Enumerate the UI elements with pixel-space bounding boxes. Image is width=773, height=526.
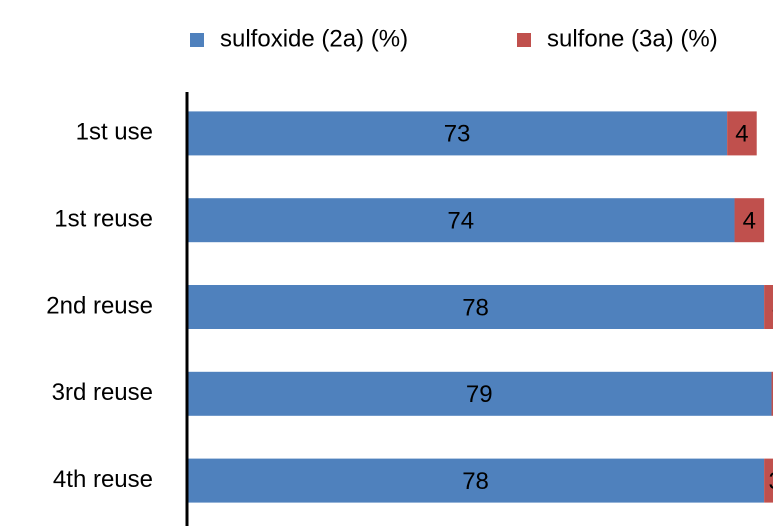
y-tick-label: 3rd reuse (52, 379, 153, 406)
y-tick-label: 1st reuse (54, 206, 153, 233)
legend-label: sulfone (3a) (%) (547, 25, 718, 52)
bar (187, 198, 735, 243)
bar (727, 111, 757, 156)
data-label: 74 (447, 208, 474, 235)
data-label: 3 (769, 468, 773, 495)
data-label: 73 (444, 121, 471, 148)
bar (187, 371, 772, 416)
y-tick-label: 2nd reuse (46, 292, 153, 319)
bar (187, 285, 765, 329)
y-tick-label: 1st use (76, 119, 153, 146)
data-label: 78 (462, 468, 489, 495)
legend-label: sulfoxide (2a) (%) (220, 25, 408, 52)
data-label: 4 (735, 121, 748, 148)
data-label: 4 (743, 208, 756, 235)
data-label: 78 (462, 294, 489, 321)
bar (764, 458, 773, 503)
bar (187, 458, 765, 503)
bar (771, 371, 773, 416)
y-tick-label: 4th reuse (53, 466, 153, 493)
legend-swatch (517, 33, 531, 47)
data-label: 79 (466, 381, 493, 408)
bar (734, 198, 765, 243)
legend-swatch (190, 33, 204, 47)
bar (764, 285, 773, 329)
bar (187, 111, 728, 156)
